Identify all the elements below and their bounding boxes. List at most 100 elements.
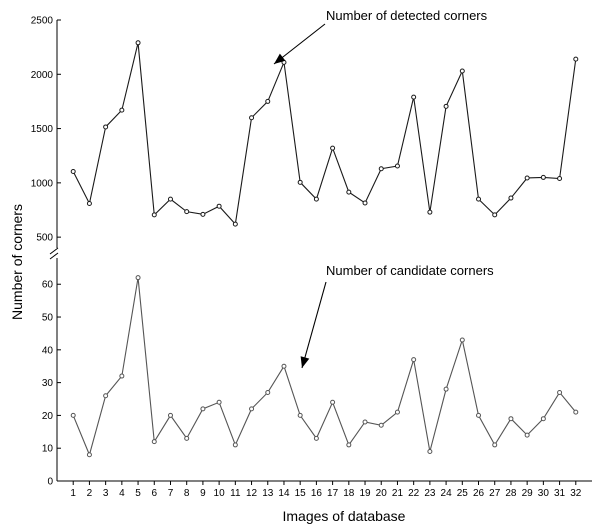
detected-data-point: [313, 196, 319, 202]
detected-data-point: [346, 189, 352, 195]
candidate-panel: 0 10 20 30 40 50 60: [42, 258, 579, 488]
candidate-data-point: [249, 406, 255, 412]
candidate-data-point: [313, 435, 319, 441]
axis-break-slash: [49, 252, 59, 260]
candidate-data-point: [492, 442, 498, 448]
x-tick-label: 19: [359, 488, 371, 499]
candidate-annotation-label: Number of candidate corners: [326, 263, 494, 278]
candidate-y-tick-label: 60: [42, 280, 54, 291]
annotations: Number of detected corners Number of cand…: [273, 8, 494, 369]
x-tick-label: 30: [538, 488, 550, 499]
detected-data-point: [216, 203, 222, 209]
detected-data-point: [184, 209, 190, 215]
axis-break-slash: [49, 247, 59, 255]
x-tick-label: 18: [343, 488, 355, 499]
x-tick-label: 10: [214, 488, 226, 499]
candidate-data-point: [524, 432, 530, 438]
candidate-data-point: [151, 439, 157, 445]
candidate-data-point: [573, 409, 579, 415]
detected-data-point: [540, 174, 546, 180]
detected-data-point: [151, 212, 157, 218]
x-tick-label: 28: [505, 488, 517, 499]
x-tick-label: 12: [246, 488, 258, 499]
candidate-series-line: [72, 277, 577, 457]
x-tick-label: 24: [441, 488, 453, 499]
candidate-data-point: [508, 416, 514, 422]
x-tick-label: 25: [457, 488, 469, 499]
x-tick-label: 2: [87, 488, 93, 499]
detected-data-point: [135, 40, 141, 46]
detected-data-point: [103, 124, 109, 130]
x-axis: 1 2 3 4 5 6 7 8 9 10 11 12 13 14 15 16 17 18 19 20 21 22 23 24 2…: [57, 480, 592, 499]
candidate-data-point: [459, 337, 465, 343]
detected-data-point: [362, 200, 368, 206]
candidate-data-point: [167, 412, 173, 418]
x-tick-label: 29: [522, 488, 534, 499]
axis-break-marker: [49, 247, 59, 260]
detected-data-point: [378, 166, 384, 172]
detected-panel: 500 1000 1500 2000 2500: [31, 16, 579, 248]
detected-data-point: [265, 98, 271, 104]
x-tick-label: 4: [119, 488, 125, 499]
detected-data-point: [70, 168, 76, 174]
x-tick-label: 23: [424, 488, 436, 499]
detected-data-point: [119, 107, 125, 113]
x-tick-label: 14: [278, 488, 290, 499]
x-tick-label: 11: [230, 488, 241, 499]
candidate-data-point: [135, 275, 141, 281]
x-tick-label: 26: [473, 488, 485, 499]
detected-data-point: [249, 115, 255, 121]
candidate-data-point: [443, 386, 449, 392]
candidate-data-point: [119, 373, 125, 379]
detected-data-point: [411, 94, 417, 100]
candidate-y-tick-label: 10: [42, 444, 54, 455]
candidate-annotation-arrow-shaft: [301, 281, 327, 369]
detected-data-point: [297, 179, 303, 185]
candidate-y-tick-label: 50: [42, 313, 54, 324]
detected-y-tick-label: 1500: [31, 124, 54, 135]
candidate-data-point: [378, 422, 384, 428]
x-tick-label: 27: [489, 488, 501, 499]
candidate-data-point: [86, 452, 92, 458]
detected-y-tick-label: 500: [36, 233, 53, 244]
x-tick-label: 32: [570, 488, 582, 499]
detected-annotation-arrowhead: [274, 53, 286, 64]
x-tick-label: 6: [151, 488, 157, 499]
candidate-data-point: [362, 419, 368, 425]
x-tick-label: 16: [311, 488, 323, 499]
x-tick-label: 31: [554, 488, 566, 499]
candidate-data-point: [200, 406, 206, 412]
detected-data-point: [167, 196, 173, 202]
detected-series-line: [72, 42, 577, 226]
detected-y-tick-label: 1000: [31, 178, 54, 189]
candidate-annotation-arrowhead: [300, 356, 310, 368]
x-tick-label: 3: [103, 488, 109, 499]
candidate-y-tick-label: 30: [42, 378, 54, 389]
detected-data-point: [86, 200, 92, 206]
detected-data-point: [200, 211, 206, 217]
candidate-data-point: [330, 399, 336, 405]
candidate-data-point: [281, 363, 287, 369]
detected-data-point: [427, 209, 433, 215]
detected-data-point: [508, 195, 514, 201]
detected-data-point: [443, 103, 449, 109]
candidate-data-point: [476, 412, 482, 418]
x-axis-title: Images of database: [283, 508, 406, 524]
x-tick-label: 13: [262, 488, 274, 499]
x-tick-label: 22: [408, 488, 420, 499]
y-axis-title: Number of corners: [9, 204, 25, 320]
candidate-data-point: [394, 409, 400, 415]
candidate-data-point: [540, 416, 546, 422]
candidate-data-point: [216, 399, 222, 405]
candidate-data-point: [411, 357, 417, 363]
detected-data-point: [476, 196, 482, 202]
candidate-data-point: [557, 389, 563, 395]
x-tick-label: 20: [376, 488, 388, 499]
x-tick-label: 5: [135, 488, 141, 499]
candidate-data-point: [427, 448, 433, 454]
candidate-y-tick-label: 0: [47, 477, 53, 488]
detected-data-point: [459, 68, 465, 74]
candidate-data-point: [232, 442, 238, 448]
x-tick-label: 1: [70, 488, 76, 499]
